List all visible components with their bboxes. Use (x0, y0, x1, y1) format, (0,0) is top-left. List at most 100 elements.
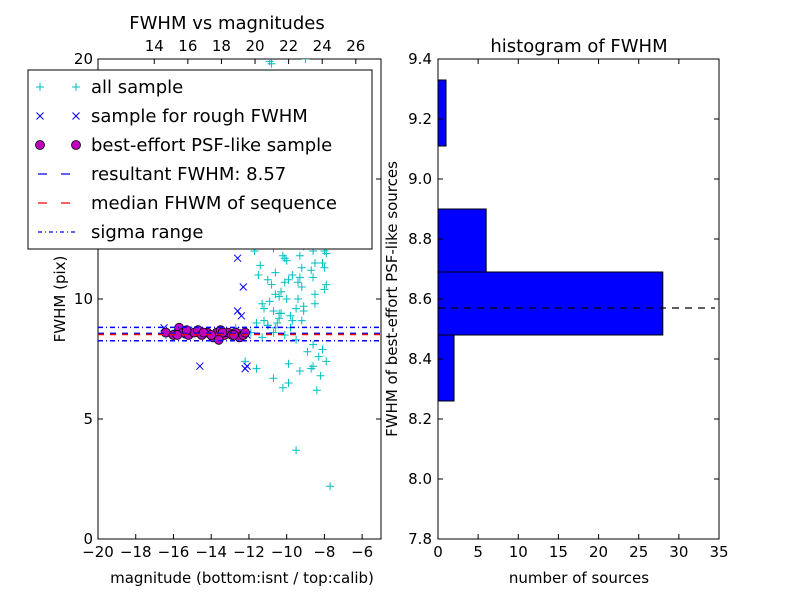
point-0-48 (293, 295, 302, 303)
left-xtick-label-2: −16 (158, 543, 190, 561)
legend-label-2: best-effort PSF-like sample (91, 135, 332, 156)
right-ytick-label-4: 8.6 (408, 290, 432, 308)
point-0-extra-1 (312, 386, 321, 395)
histogram-bar-2 (437, 208, 487, 273)
point-0-extra-4 (252, 364, 261, 373)
point-1-11 (233, 307, 242, 315)
point-0-80 (322, 280, 331, 289)
point-0-30 (267, 280, 276, 289)
top-xtick-label-6: 26 (346, 37, 365, 55)
right-xtick-label-1: 5 (473, 543, 483, 561)
point-0-22 (303, 347, 312, 356)
point-0-42 (260, 304, 269, 313)
right-xtick-label-0: 0 (433, 543, 443, 561)
right-ytick-label-8: 9.4 (408, 50, 432, 68)
point-0-62 (297, 263, 306, 272)
right-xtick-label-5: 25 (629, 543, 648, 561)
point-0-26 (322, 357, 331, 366)
point-0-112 (310, 290, 319, 299)
point-0-24 (314, 352, 323, 361)
point-0-41 (254, 271, 263, 279)
right-x-axis-label: number of sources (509, 569, 649, 587)
top-xtick-label-5: 24 (313, 37, 332, 55)
fwhm-vs-magnitude-chart: −20−18−16−14−12−10−8−6051015201416182022… (27, 13, 382, 587)
left-xtick-label-6: −8 (313, 543, 335, 561)
left-xtick-label-5: −10 (271, 543, 303, 561)
point-0-extra-2 (284, 379, 293, 387)
point-0-55 (258, 299, 267, 308)
right-xtick-label-6: 30 (669, 543, 688, 561)
point-0-117 (295, 367, 304, 375)
left-x-axis-label: magnitude (bottom:isnt / top:calib) (110, 569, 374, 587)
right-xtick-label-2: 10 (509, 543, 528, 561)
legend-label-1: sample for rough FWHM (91, 106, 308, 127)
point-0-110 (299, 307, 308, 315)
legend-label-5: sigma range (91, 222, 203, 243)
point-0-extra-3 (278, 383, 287, 392)
point-0-92 (320, 263, 329, 272)
right-ytick-label-5: 8.8 (408, 230, 432, 248)
point-0-124 (326, 482, 335, 491)
legend: all sample sample for rough FWHM best-effo… (27, 69, 373, 250)
point-0-68 (260, 316, 269, 325)
legend-marker-a-1 (36, 112, 44, 120)
point-1-5 (196, 362, 204, 371)
point-1-15 (243, 362, 251, 371)
top-xtick-label-0: 14 (145, 37, 164, 55)
point-0-37 (307, 266, 316, 275)
legend-label-3: resultant FWHM: 8.57 (91, 164, 286, 185)
point-0-61 (292, 304, 301, 313)
legend-marker-a-0 (36, 83, 44, 91)
point-0-84 (280, 254, 289, 263)
point-0-64 (309, 273, 318, 282)
right-ytick-label-1: 8.0 (408, 470, 432, 488)
point-0-73 (288, 271, 297, 279)
point-0-51 (310, 299, 319, 308)
point-0-109 (293, 278, 302, 287)
right-ytick-label-3: 8.4 (408, 350, 432, 368)
left-xtick-label-7: −6 (351, 543, 373, 561)
histogram-bar-0 (437, 334, 455, 402)
point-0-121 (301, 59, 310, 63)
right-plot-data (437, 79, 715, 402)
point-2-23 (213, 334, 224, 345)
left-chart-title: FWHM vs magnitudes (129, 13, 324, 34)
histogram-bar-1 (437, 271, 664, 336)
left-y-axis-label: FWHM (pix) (51, 256, 69, 343)
point-0-123 (269, 374, 278, 383)
legend-marker-a-2 (35, 140, 45, 150)
left-plot-ticks: −20−18−16−14−12−10−8−6051015201416182022… (74, 37, 381, 561)
legend-marker-b-1 (72, 112, 80, 120)
left-xtick-label-1: −18 (120, 543, 152, 561)
right-ytick-label-2: 8.2 (408, 410, 432, 428)
right-chart-title: histogram of FWHM (490, 36, 667, 57)
point-0-71 (277, 287, 286, 296)
point-0-108 (288, 316, 297, 325)
right-ytick-label-0: 7.8 (408, 530, 432, 548)
point-0-114 (318, 259, 327, 267)
point-0-120 (265, 59, 274, 66)
point-0-21 (297, 316, 306, 325)
histogram-bar-4 (437, 79, 447, 147)
right-y-axis-label: FWHM of best-effort PSF-like sources (383, 161, 401, 437)
top-xtick-label-3: 20 (245, 37, 264, 55)
point-0-58 (275, 314, 284, 323)
left-ytick-label-1: 5 (83, 410, 93, 428)
left-xtick-label-4: −12 (233, 543, 265, 561)
right-plot-ticks: 0 5 10 15 20 25 30 35 7.8 8.0 8.2 8.4 8.6 8.8 9.0 9.2 9.… (408, 50, 728, 561)
point-0-87 (297, 283, 306, 291)
point-0-70 (271, 268, 280, 277)
left-ytick-label-0: 0 (83, 530, 93, 548)
legend-label-4: median FHWM of sequence (91, 193, 337, 214)
point-1-13 (239, 283, 248, 291)
left-xtick-label-0: −20 (82, 543, 114, 561)
point-0-116 (284, 359, 293, 368)
point-0-extra-0 (292, 446, 301, 455)
point-0-77 (310, 259, 319, 267)
right-ytick-label-6: 9.0 (408, 170, 432, 188)
right-xtick-label-3: 15 (549, 543, 568, 561)
point-0-106 (277, 309, 286, 318)
point-0-119 (316, 371, 325, 380)
left-xtick-label-3: −14 (195, 543, 227, 561)
